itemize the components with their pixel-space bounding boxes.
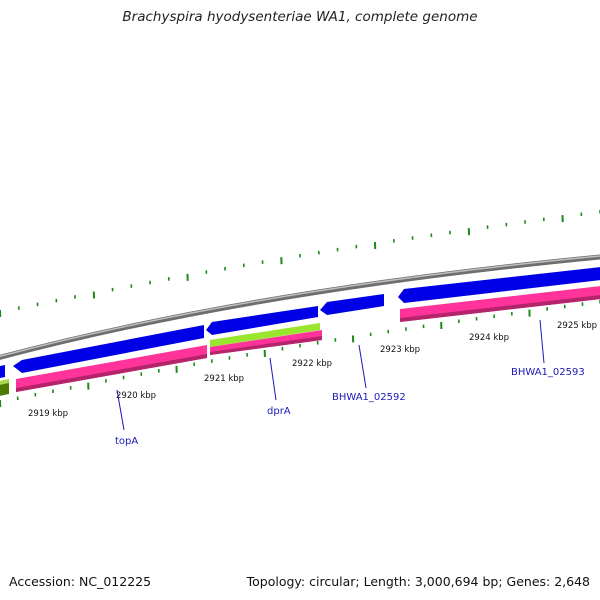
scale-label: 2925 kbp [557, 321, 597, 331]
cds-track [0, 267, 600, 378]
feature-pink-shadow [400, 295, 600, 322]
topology-stats-text: Topology: circular; Length: 3,000,694 bp… [246, 574, 590, 589]
gene-label-dprA[interactable]: dprA [267, 406, 291, 417]
gc-feature-left-light [0, 379, 9, 385]
outer-tick-ring [0, 210, 600, 318]
scale-label: 2923 kbp [380, 345, 420, 355]
cds-feature [398, 267, 600, 303]
scale-label: 2922 kbp [292, 359, 332, 369]
inner-tick-ring [0, 300, 600, 408]
feature-pink-shadow [16, 354, 207, 392]
genome-backbone-highlight [0, 255, 600, 358]
gene-label-BHWA1_02592[interactable]: BHWA1_02592 [332, 392, 406, 403]
feature-track [16, 286, 600, 392]
cds-feature [0, 365, 5, 378]
gene-leader-line [358, 344, 367, 389]
genome-backbone [0, 254, 600, 360]
scale-label: 2919 kbp [28, 409, 68, 419]
cds-feature [206, 306, 318, 335]
gene-leader-line [539, 319, 545, 364]
gene-leader-line [269, 357, 277, 401]
scale-label: 2920 kbp [116, 391, 156, 401]
feature-pink-shadow [210, 336, 322, 355]
feature-green [210, 323, 320, 347]
map-title: Brachyspira hyodysenteriae WA1, complete… [122, 9, 478, 25]
gene-label-BHWA1_02593[interactable]: BHWA1_02593 [511, 367, 585, 378]
gene-label-topA[interactable]: topA [115, 436, 138, 447]
cds-feature [320, 294, 384, 315]
scale-label: 2921 kbp [204, 374, 244, 384]
scale-label: 2924 kbp [469, 333, 509, 343]
accession-text: Accession: NC_012225 [9, 574, 152, 589]
gene-leader-line [116, 389, 125, 431]
cds-feature [13, 325, 204, 373]
